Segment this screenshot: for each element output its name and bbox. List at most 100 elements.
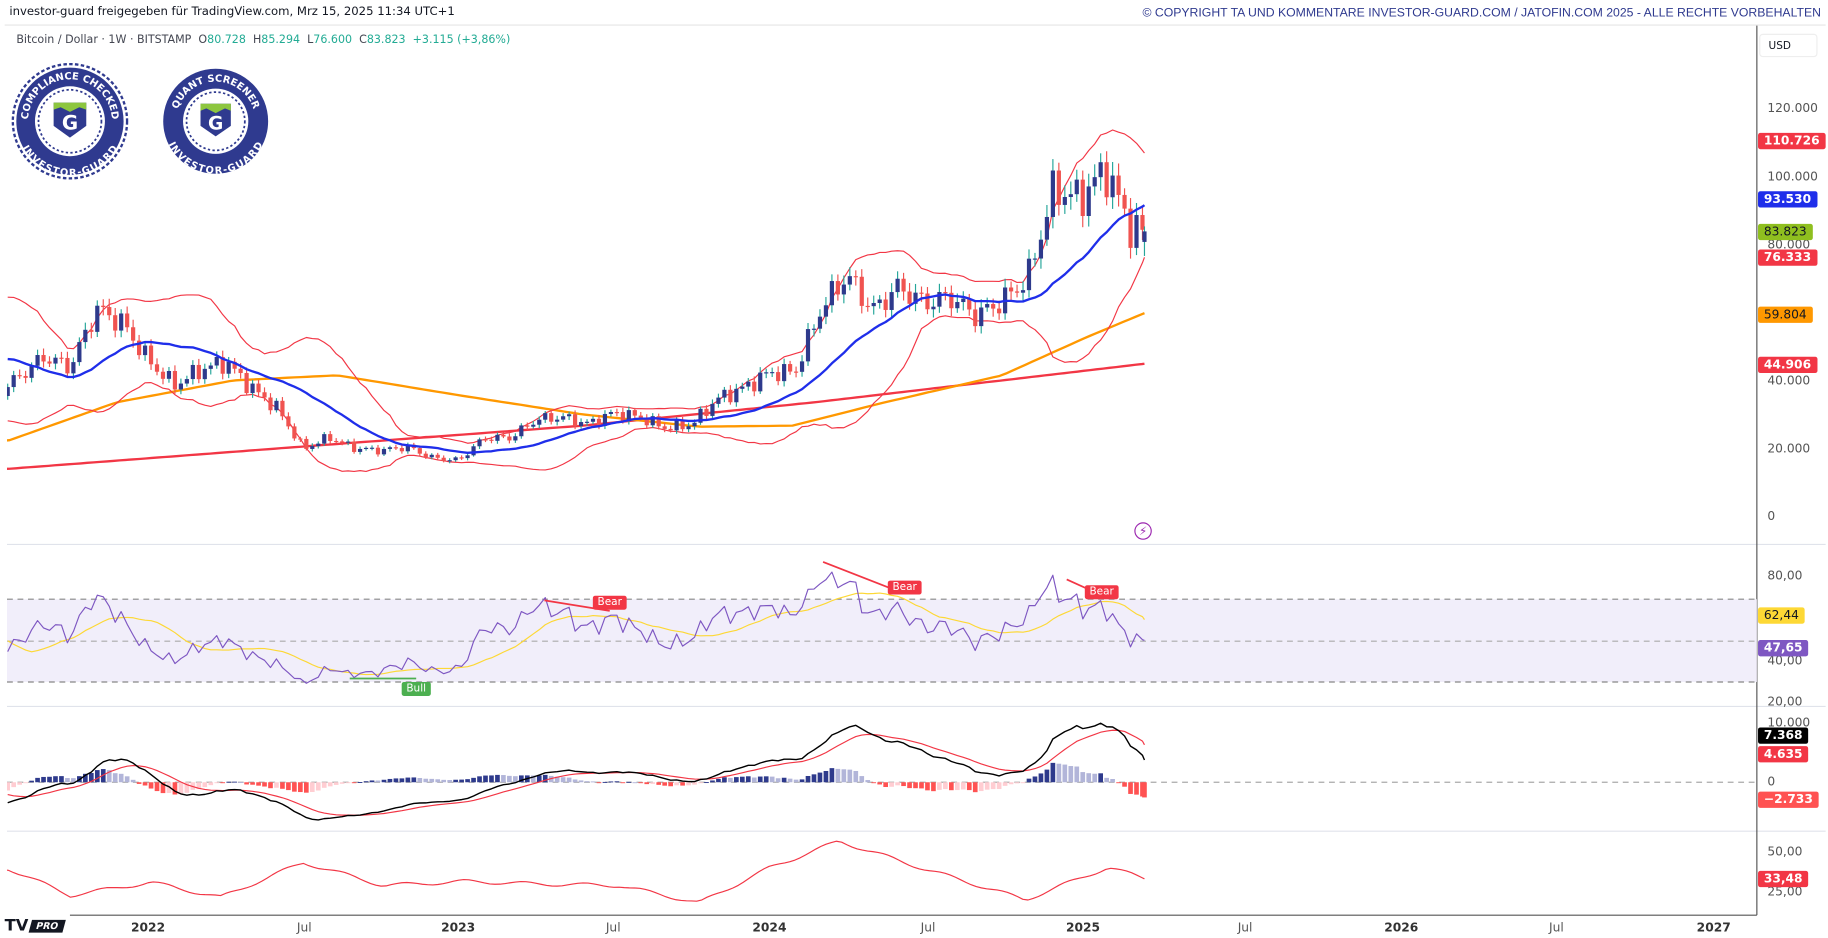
candle bbox=[375, 444, 381, 457]
macd-line bbox=[7, 722, 1146, 821]
candle-body bbox=[125, 313, 130, 328]
macd-histogram-bar bbox=[668, 782, 673, 787]
candle-body bbox=[11, 375, 16, 388]
candle-body bbox=[561, 416, 566, 420]
candle bbox=[352, 438, 357, 454]
tradingview-logo[interactable]: TV PRO bbox=[5, 916, 67, 935]
candle bbox=[626, 406, 631, 425]
macd-histogram-bar bbox=[817, 772, 823, 783]
currency-selector[interactable]: USD bbox=[1759, 33, 1818, 58]
macd-histogram-bar bbox=[513, 776, 518, 783]
last-price-badge: 83.823 bbox=[1758, 223, 1813, 241]
macd-histogram-bar bbox=[602, 781, 608, 783]
macd-histogram-bar bbox=[130, 779, 136, 783]
macd-histogram-bar bbox=[751, 777, 757, 783]
adx-pane[interactable] bbox=[3, 840, 1145, 902]
time-label: 2024 bbox=[752, 920, 787, 935]
time-label: 2026 bbox=[1384, 920, 1419, 935]
copyright-text: © COPYRIGHT TA UND KOMMENTARE INVESTOR-G… bbox=[1142, 5, 1821, 20]
bear-label: Bear bbox=[1084, 585, 1119, 600]
candle-body bbox=[823, 305, 829, 317]
candle-body bbox=[232, 361, 237, 369]
macd-histogram-bar bbox=[256, 782, 261, 786]
candle bbox=[178, 378, 184, 395]
svg-text:G: G bbox=[62, 111, 78, 134]
candle-body bbox=[734, 388, 739, 403]
candle-body bbox=[346, 441, 351, 443]
macd-histogram-bar bbox=[309, 782, 315, 792]
candle-body bbox=[1142, 231, 1147, 242]
candle-body bbox=[728, 389, 733, 403]
macd-histogram-bar bbox=[1038, 773, 1044, 783]
price-pane[interactable] bbox=[3, 129, 1147, 473]
candle-body bbox=[1056, 170, 1061, 205]
candle bbox=[184, 375, 189, 387]
macd-histogram-bar bbox=[781, 777, 787, 783]
candle bbox=[979, 299, 984, 334]
candle-body bbox=[107, 307, 112, 316]
candle bbox=[154, 358, 160, 376]
macd-histogram-bar bbox=[178, 782, 184, 795]
candle-body bbox=[405, 444, 410, 452]
adx-line bbox=[6, 840, 1145, 902]
macd-histogram-bar bbox=[29, 780, 34, 783]
candle bbox=[131, 319, 136, 348]
macd-histogram-bar bbox=[925, 782, 930, 791]
macd-histogram-bar bbox=[471, 777, 476, 783]
macd-pane[interactable] bbox=[5, 722, 1147, 821]
time-label: Jul bbox=[605, 920, 621, 935]
candle-body bbox=[608, 412, 614, 414]
candle bbox=[746, 378, 751, 391]
candle-body bbox=[35, 355, 40, 366]
candle-body bbox=[142, 345, 148, 356]
chart-frame bbox=[4, 24, 1826, 938]
macd-tick: 10.000 bbox=[1767, 715, 1811, 730]
macd-histogram-bar bbox=[71, 778, 76, 783]
candle bbox=[758, 367, 763, 394]
symbol-legend[interactable]: Bitcoin / Dollar · 1W · BITSTAMP O80.728… bbox=[16, 33, 511, 47]
sma20-badge: 93.530 bbox=[1758, 191, 1817, 208]
candle bbox=[531, 421, 536, 429]
candle-body bbox=[835, 281, 840, 295]
macd-histogram-bar bbox=[268, 782, 273, 789]
candle-body bbox=[417, 448, 422, 454]
macd-histogram-bar bbox=[554, 776, 560, 783]
candle bbox=[1068, 181, 1073, 210]
macd-histogram-bar bbox=[363, 781, 369, 783]
candle-body bbox=[1092, 177, 1097, 187]
candle-body bbox=[1080, 179, 1085, 217]
candle bbox=[23, 370, 28, 384]
macd-histogram-bar bbox=[865, 780, 871, 783]
macd-histogram-bar bbox=[656, 782, 662, 785]
rsi-pane[interactable] bbox=[7, 571, 1145, 684]
ma200-badge: 44.906 bbox=[1758, 356, 1817, 374]
macd-histogram-bar bbox=[11, 782, 17, 788]
candle bbox=[788, 360, 793, 375]
candle-body bbox=[1074, 179, 1079, 195]
candle-body bbox=[549, 413, 554, 422]
adx-tick: 25,00 bbox=[1767, 884, 1803, 899]
macd-histogram-bar bbox=[960, 782, 966, 790]
candle-body bbox=[925, 293, 930, 310]
macd-histogram-bar bbox=[280, 782, 285, 789]
lightning-icon[interactable]: ⚡ bbox=[1134, 522, 1152, 540]
candle-body bbox=[369, 447, 375, 449]
macd-histogram-bar bbox=[369, 780, 375, 783]
candle-body bbox=[274, 400, 279, 411]
candle bbox=[1020, 281, 1026, 302]
macd-histogram-bar bbox=[250, 782, 255, 785]
price-tick: 20.000 bbox=[1767, 441, 1811, 456]
bear-divergence-line bbox=[822, 561, 893, 590]
candle-body bbox=[865, 305, 870, 308]
macd-histogram-bar bbox=[560, 777, 566, 783]
signal-badge: 4.635 bbox=[1758, 746, 1809, 763]
macd-histogram-bar bbox=[1122, 782, 1127, 787]
time-label: Jul bbox=[1548, 920, 1564, 935]
macd-histogram-bar bbox=[919, 782, 924, 789]
macd-histogram-bar bbox=[292, 782, 297, 792]
candle bbox=[208, 362, 213, 375]
candle bbox=[202, 363, 207, 384]
candle-body bbox=[280, 400, 285, 417]
candle-body bbox=[572, 414, 578, 427]
